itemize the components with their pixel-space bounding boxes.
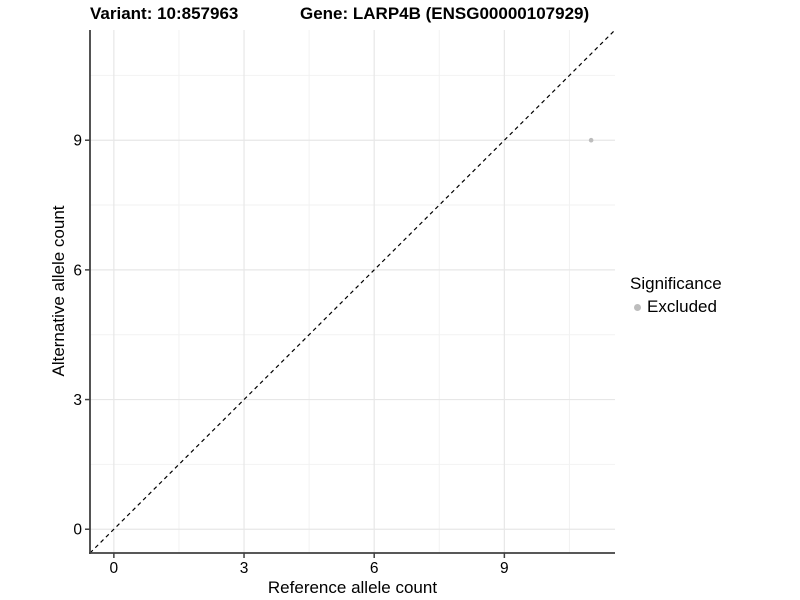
x-tick-label: 0	[110, 560, 119, 577]
legend-item-excluded: Excluded	[630, 297, 722, 317]
legend-item-label: Excluded	[647, 297, 717, 316]
variant-title: Variant: 10:857963	[90, 4, 239, 23]
legend: Significance Excluded	[630, 274, 722, 317]
y-tick-label: 3	[73, 392, 82, 409]
x-tick-label: 9	[500, 560, 509, 577]
x-tick-label: 6	[370, 560, 379, 577]
data-point	[588, 137, 594, 143]
legend-title: Significance	[630, 274, 722, 293]
y-tick-label: 0	[73, 522, 82, 539]
y-tick-label: 6	[73, 262, 82, 279]
legend-marker-dot	[634, 303, 641, 311]
y-axis-title: Alternative allele count	[49, 205, 68, 377]
x-axis-title: Reference allele count	[267, 578, 438, 597]
identity-line	[89, 29, 616, 554]
y-tick-label: 9	[73, 133, 82, 150]
x-tick-label: 3	[240, 560, 249, 577]
gene-title: Gene: LARP4B (ENSG00000107929)	[300, 4, 590, 23]
